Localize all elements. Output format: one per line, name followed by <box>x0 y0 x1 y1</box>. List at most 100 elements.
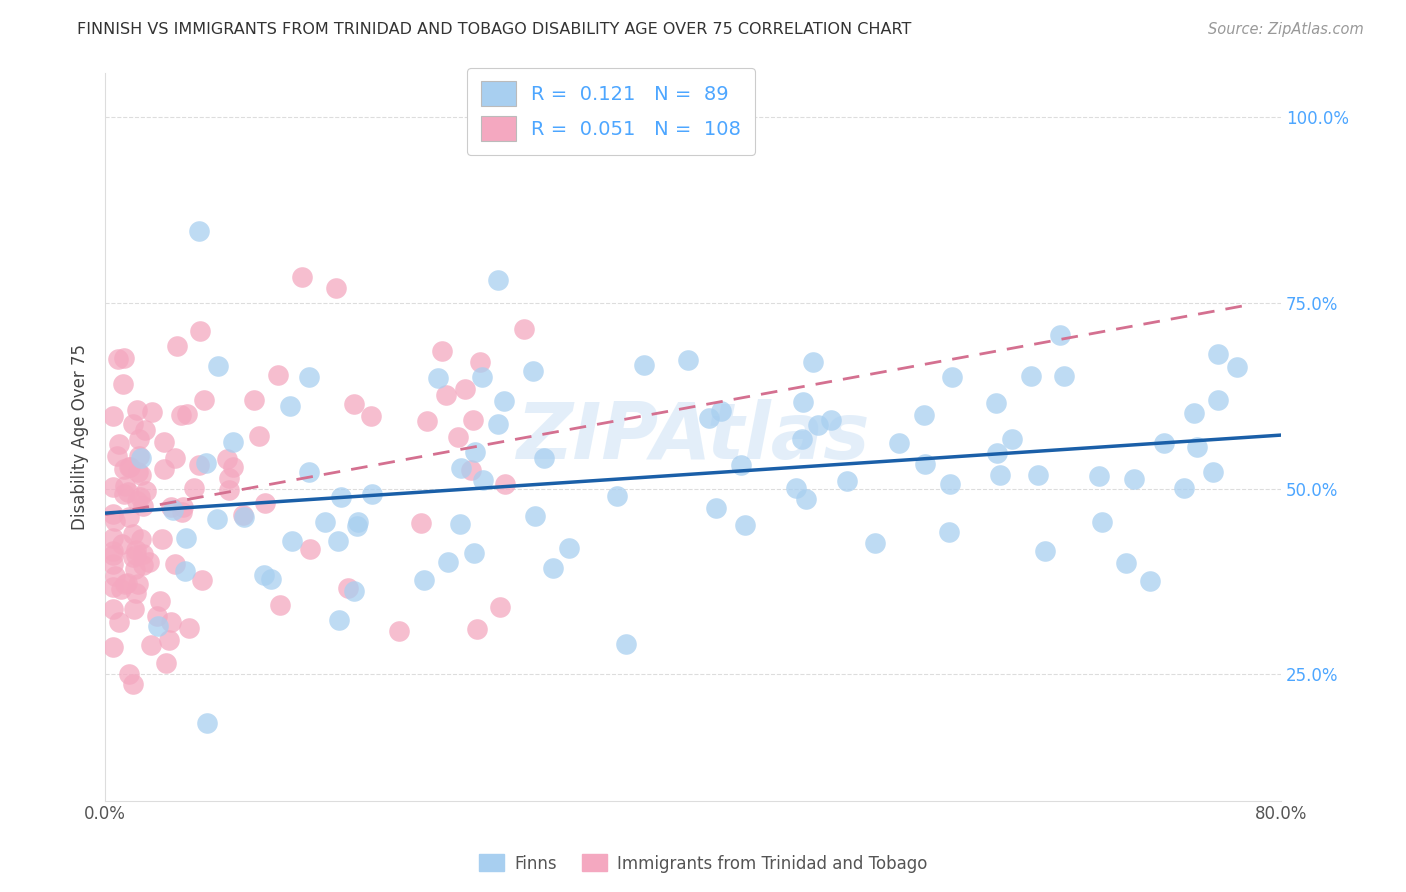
Point <box>127 577 149 591</box>
Point <box>159 615 181 629</box>
Point <box>298 542 321 557</box>
Point <box>360 409 382 423</box>
Point <box>101 531 124 545</box>
Point <box>101 544 124 558</box>
Point <box>298 370 321 384</box>
Point <box>606 490 628 504</box>
Point <box>112 351 135 366</box>
Point <box>127 465 149 479</box>
Point <box>153 434 176 449</box>
Point <box>450 461 472 475</box>
Point <box>127 402 149 417</box>
Point <box>183 481 205 495</box>
Point <box>1206 393 1229 408</box>
Point <box>207 359 229 373</box>
Point <box>887 435 910 450</box>
Point <box>176 407 198 421</box>
Point <box>792 432 814 446</box>
Point <box>101 640 124 654</box>
Point <box>314 516 336 530</box>
Point <box>107 352 129 367</box>
Point <box>346 515 368 529</box>
Point <box>633 358 655 372</box>
Point <box>489 600 512 615</box>
Point <box>232 508 254 522</box>
Point <box>426 371 449 385</box>
Point <box>146 618 169 632</box>
Point <box>107 615 129 629</box>
Point <box>128 432 150 446</box>
Point <box>1123 472 1146 486</box>
Point <box>807 417 830 432</box>
Point <box>132 558 155 573</box>
Point <box>1184 406 1206 420</box>
Point <box>152 462 174 476</box>
Point <box>169 408 191 422</box>
Point <box>522 364 544 378</box>
Point <box>388 624 411 638</box>
Point <box>1226 359 1249 374</box>
Point <box>188 325 211 339</box>
Point <box>785 481 807 495</box>
Point <box>222 434 245 449</box>
Point <box>941 370 963 384</box>
Point <box>266 368 288 383</box>
Point <box>1115 556 1137 570</box>
Point <box>101 557 124 571</box>
Point <box>155 657 177 671</box>
Point <box>938 524 960 539</box>
Point <box>222 459 245 474</box>
Point <box>114 479 136 493</box>
Text: FINNISH VS IMMIGRANTS FROM TRINIDAD AND TOBAGO DISABILITY AGE OVER 75 CORRELATIO: FINNISH VS IMMIGRANTS FROM TRINIDAD AND … <box>77 22 911 37</box>
Point <box>141 405 163 419</box>
Point <box>103 514 125 528</box>
Point <box>342 397 364 411</box>
Point <box>118 510 141 524</box>
Point <box>460 463 482 477</box>
Point <box>513 322 536 336</box>
Point <box>115 576 138 591</box>
Point <box>232 510 254 524</box>
Point <box>792 394 814 409</box>
Point <box>104 569 127 583</box>
Point <box>298 465 321 479</box>
Point <box>1202 465 1225 479</box>
Point <box>162 503 184 517</box>
Point <box>336 581 359 595</box>
Point <box>118 459 141 474</box>
Point <box>984 396 1007 410</box>
Point <box>912 408 935 422</box>
Point <box>470 355 492 369</box>
Point <box>1139 574 1161 588</box>
Point <box>342 583 364 598</box>
Point <box>326 534 349 549</box>
Point <box>243 392 266 407</box>
Point <box>218 483 240 497</box>
Point <box>801 355 824 369</box>
Point <box>122 602 145 616</box>
Point <box>409 516 432 531</box>
Point <box>129 532 152 546</box>
Point <box>1185 440 1208 454</box>
Point <box>177 621 200 635</box>
Point <box>174 564 197 578</box>
Point <box>193 392 215 407</box>
Point <box>1087 469 1109 483</box>
Point <box>346 519 368 533</box>
Legend: R =  0.121   N =  89, R =  0.051   N =  108: R = 0.121 N = 89, R = 0.051 N = 108 <box>467 68 755 154</box>
Point <box>160 500 183 515</box>
Point <box>614 637 637 651</box>
Point <box>101 479 124 493</box>
Point <box>437 555 460 569</box>
Point <box>1049 327 1071 342</box>
Point <box>938 476 960 491</box>
Point <box>269 598 291 612</box>
Point <box>101 549 124 563</box>
Text: ZIPAtlas: ZIPAtlas <box>516 399 870 475</box>
Point <box>412 573 434 587</box>
Point <box>463 546 485 560</box>
Point <box>461 413 484 427</box>
Text: Source: ZipAtlas.com: Source: ZipAtlas.com <box>1208 22 1364 37</box>
Point <box>163 557 186 571</box>
Point <box>434 388 457 402</box>
